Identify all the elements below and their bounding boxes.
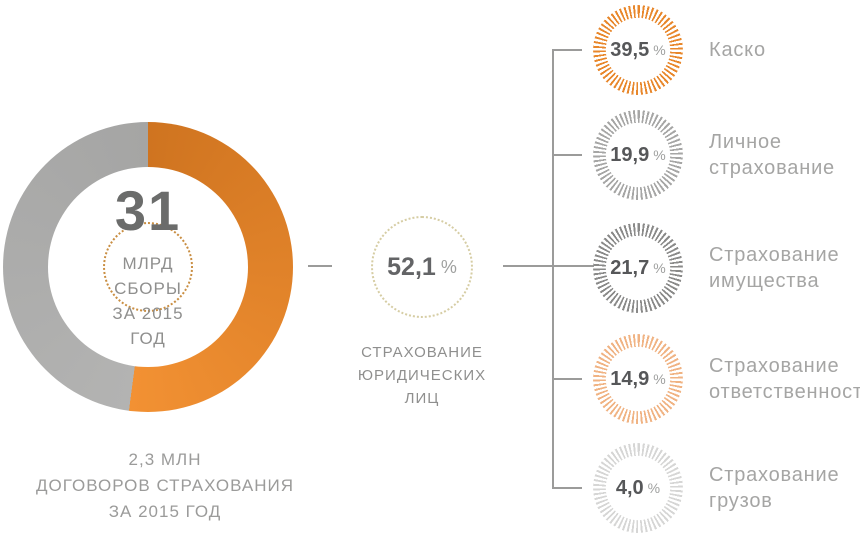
legend-label-line: Личное bbox=[709, 131, 782, 153]
connector-donut-to-mid bbox=[308, 265, 332, 267]
mid-share-value: 52,1 bbox=[387, 252, 436, 281]
legend-label-line: Страхование bbox=[709, 244, 840, 266]
legend-label-line: страхование bbox=[709, 157, 835, 179]
tick-ring-icon: 19,9 % bbox=[593, 110, 683, 200]
donut-center-value: 31 bbox=[114, 179, 182, 242]
donut-caption-line: ДОГОВОРОВ СТРАХОВАНИЯ bbox=[36, 476, 294, 495]
connector-trunk bbox=[552, 49, 554, 489]
percent-sign: % bbox=[653, 371, 666, 387]
donut-caption-line: ЗА 2015 ГОД bbox=[108, 502, 222, 521]
legend-label: Страхование имущества bbox=[709, 242, 839, 294]
donut-center-sub1: МЛРД СБОРЫ bbox=[114, 254, 182, 298]
connector-branch-1 bbox=[552, 49, 582, 51]
legend-item-kasko: 39,5 % Каско bbox=[593, 5, 766, 95]
percent-sign: % bbox=[653, 260, 666, 276]
mid-share-label-line: СТРАХОВАНИЕ bbox=[361, 344, 483, 361]
percent-sign: % bbox=[653, 147, 666, 163]
percent-sign: % bbox=[647, 480, 661, 496]
tick-ring-icon: 14,9 % bbox=[593, 334, 683, 424]
legend-item-gruzy: 4,0 % Страхование грузов bbox=[593, 443, 839, 533]
donut-center-sub2: ЗА 2015 ГОД bbox=[112, 304, 184, 348]
percent-sign: % bbox=[653, 42, 666, 58]
legend-label-line: Страхование bbox=[709, 355, 840, 377]
connector-branch-3 bbox=[552, 265, 594, 267]
donut-caption: 2,3 МЛН ДОГОВОРОВ СТРАХОВАНИЯ ЗА 2015 ГО… bbox=[3, 447, 327, 525]
percent-badge: 19,9 % bbox=[593, 110, 683, 200]
donut-ring: 31 МЛРД СБОРЫ ЗА 2015 ГОД bbox=[3, 122, 293, 412]
percent-value: 21,7 bbox=[610, 256, 650, 279]
percent-value: 14,9 bbox=[610, 367, 650, 390]
connector-branch-2 bbox=[552, 154, 582, 156]
percent-badge: 4,0 % bbox=[593, 443, 683, 533]
percent-badge: 14,9 % bbox=[593, 334, 683, 424]
tick-ring-icon: 21,7 % bbox=[593, 223, 683, 313]
donut-hole: 31 МЛРД СБОРЫ ЗА 2015 ГОД bbox=[48, 167, 248, 367]
percent-value: 19,9 bbox=[610, 143, 650, 166]
legend-item-imushchestvo: 21,7 % Страхование имущества bbox=[593, 223, 839, 313]
legend-label-line: грузов bbox=[709, 490, 773, 512]
donut-dotted-circle-icon bbox=[103, 222, 193, 312]
legend-label-line: Страхование bbox=[709, 464, 840, 486]
percent-badge: 39,5 % bbox=[593, 5, 683, 95]
legend-item-otvetstvennost: 14,9 % Страхование ответственности bbox=[593, 334, 860, 424]
tick-ring-icon: 4,0 % bbox=[593, 443, 683, 533]
donut-center-text: 31 МЛРД СБОРЫ ЗА 2015 ГОД bbox=[93, 183, 203, 349]
mid-share-circle: 52,1 % bbox=[371, 216, 473, 318]
legend-label: Страхование грузов bbox=[709, 462, 839, 514]
legend-label-line: имущества bbox=[709, 270, 820, 292]
connector-mid-to-trunk bbox=[503, 265, 553, 267]
mid-share-label: СТРАХОВАНИЕ ЮРИДИЧЕСКИХ ЛИЦ bbox=[342, 341, 502, 410]
legend-label: Личное страхование bbox=[709, 129, 835, 181]
percent-value: 4,0 bbox=[615, 476, 644, 499]
legend-item-lichnoe: 19,9 % Личное страхование bbox=[593, 110, 835, 200]
mid-share-label-line: ЛИЦ bbox=[404, 390, 440, 407]
tick-ring-icon: 39,5 % bbox=[593, 5, 683, 95]
legend-label: Каско bbox=[709, 37, 766, 63]
legend-label: Страхование ответственности bbox=[709, 353, 860, 405]
mid-percent-sign: % bbox=[440, 256, 457, 277]
connector-branch-4 bbox=[552, 378, 582, 380]
legend-label-line: Каско bbox=[709, 39, 766, 61]
donut-caption-line: 2,3 МЛН bbox=[128, 450, 202, 469]
connector-branch-5 bbox=[552, 487, 582, 489]
percent-value: 39,5 bbox=[610, 38, 650, 61]
percent-badge: 21,7 % bbox=[593, 223, 683, 313]
mid-share-label-line: ЮРИДИЧЕСКИХ bbox=[357, 367, 487, 384]
legend-label-line: ответственности bbox=[709, 381, 860, 403]
